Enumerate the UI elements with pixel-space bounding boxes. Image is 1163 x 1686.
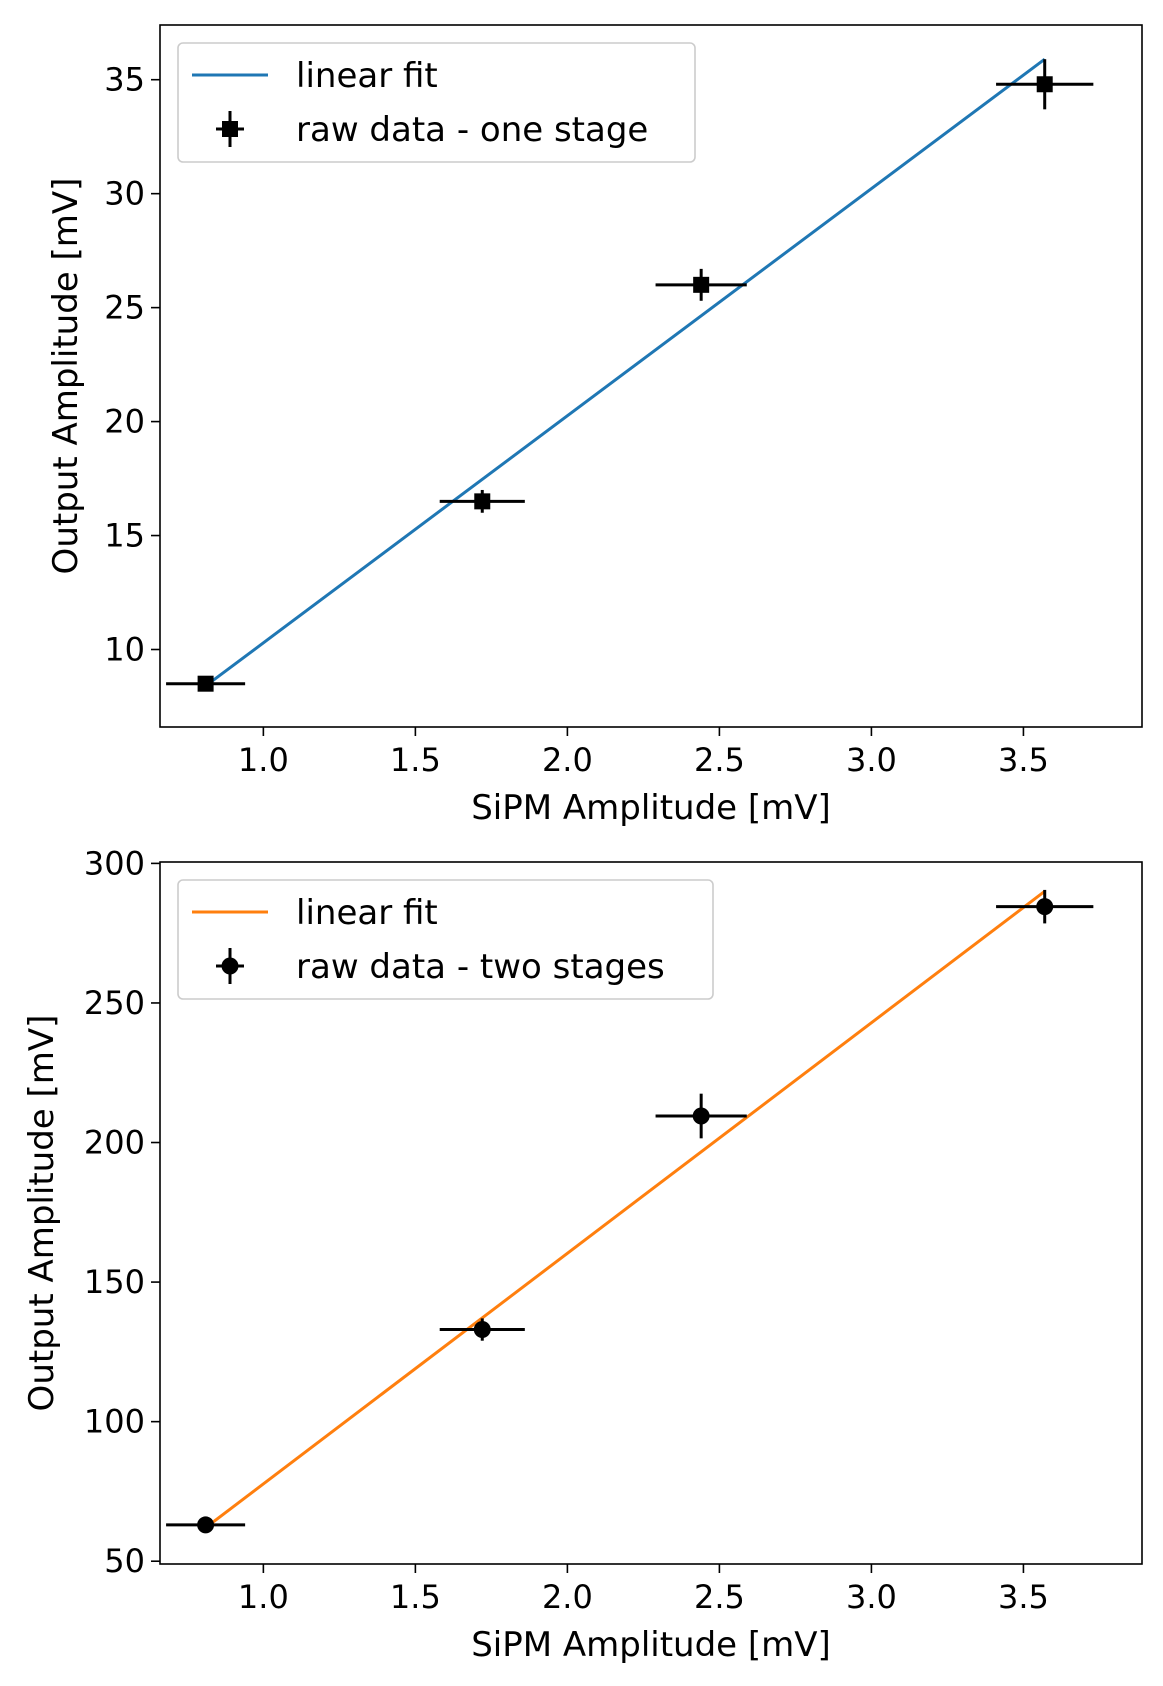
x-tick-label: 3.0 — [846, 741, 897, 779]
subplot-top: 1.0 1.5 2.0 2.5 3.0 3.5 10 15 20 25 30 35 SiPM Ampli… — [46, 24, 1143, 828]
data-point — [439, 1318, 525, 1341]
circle-marker — [473, 1321, 491, 1339]
legend-entry-label: linear fit — [296, 56, 438, 96]
circle-marker — [197, 1516, 215, 1534]
x-axis-label: SiPM Amplitude [mV] — [471, 1625, 831, 1665]
x-tick-label: 1.0 — [238, 741, 289, 779]
y-tick-label: 200 — [84, 1124, 145, 1162]
legend-entry-label: raw data - one stage — [296, 110, 648, 150]
x-tick-label: 2.0 — [542, 741, 593, 779]
legend-circle-marker — [221, 957, 239, 975]
y-tick-label: 25 — [104, 289, 145, 327]
y-tick-label: 35 — [104, 61, 145, 99]
data-point — [996, 59, 1094, 110]
x-tick-label: 2.5 — [694, 741, 745, 779]
data-point — [655, 268, 747, 301]
legend-box — [177, 42, 696, 163]
y-tick-label: 100 — [84, 1403, 145, 1441]
subplot-bottom: 1.0 1.5 2.0 2.5 3.0 3.5 50 100 150 200 250 300 SiPM … — [22, 844, 1143, 1665]
square-marker — [474, 493, 491, 510]
plot-frame — [159, 24, 1143, 728]
data-point — [996, 889, 1094, 924]
y-tick-label: 300 — [84, 844, 145, 882]
data-point — [439, 489, 525, 513]
x-tick-label: 3.5 — [998, 1578, 1049, 1616]
y-tick-label: 30 — [104, 175, 145, 213]
y-tick-label: 50 — [104, 1542, 145, 1580]
legend: linear fit raw data - one stage — [177, 42, 696, 163]
legend-square-marker — [222, 121, 238, 137]
x-tick-label: 1.5 — [390, 1578, 441, 1616]
y-axis-label: Output Amplitude [mV] — [22, 1015, 62, 1412]
legend-box — [177, 879, 714, 1000]
x-tick-label: 1.0 — [238, 1578, 289, 1616]
y-axis-label: Output Amplitude [mV] — [46, 178, 86, 575]
plot-frame — [159, 861, 1143, 1565]
square-marker — [693, 276, 710, 293]
x-tick-label: 2.0 — [542, 1578, 593, 1616]
x-axis-label: SiPM Amplitude [mV] — [471, 788, 831, 828]
fit-line — [204, 890, 1046, 1529]
x-tick-label: 3.0 — [846, 1578, 897, 1616]
y-tick-label: 250 — [84, 984, 145, 1022]
circle-marker — [1036, 898, 1054, 916]
y-tick-label: 15 — [104, 517, 145, 555]
square-marker — [1036, 76, 1053, 93]
legend-entry-label: raw data - two stages — [296, 947, 665, 987]
circle-marker — [692, 1107, 710, 1125]
fit-line — [204, 57, 1046, 688]
x-tick-label: 1.5 — [390, 741, 441, 779]
y-tick-label: 20 — [104, 403, 145, 441]
data-point — [655, 1093, 747, 1139]
y-tick-label: 150 — [84, 1263, 145, 1301]
data-point — [166, 1516, 246, 1534]
data-point — [166, 675, 246, 692]
x-tick-label: 3.5 — [998, 741, 1049, 779]
y-tick-label: 10 — [104, 631, 145, 669]
x-tick-label: 2.5 — [694, 1578, 745, 1616]
legend: linear fit raw data - two stages — [177, 879, 714, 1000]
legend-entry-label: linear fit — [296, 893, 438, 933]
square-marker — [197, 675, 214, 692]
